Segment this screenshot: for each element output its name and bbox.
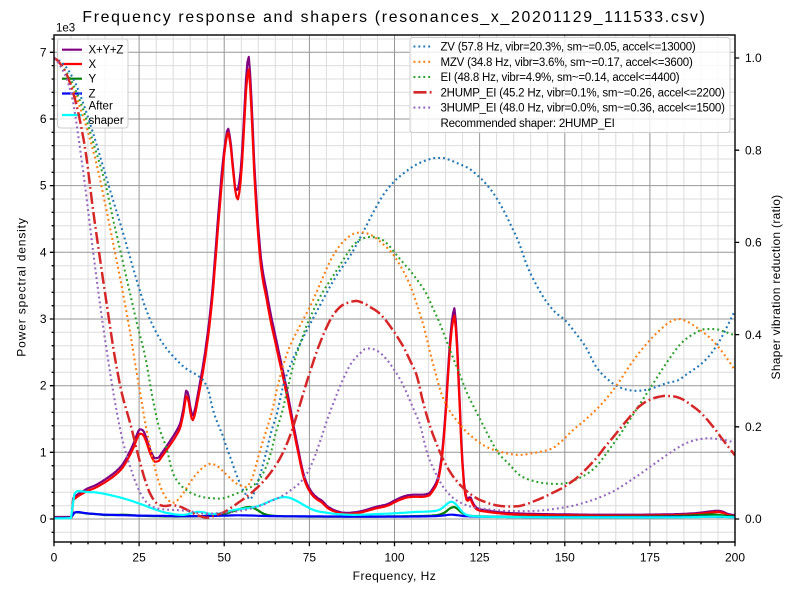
svg-text:200: 200 [725,551,745,565]
svg-text:0: 0 [51,551,58,565]
svg-text:Shaper vibration reduction (ra: Shaper vibration reduction (ratio) [769,195,783,380]
svg-text:3HUMP_EI (48.0 Hz, vibr=0.0%,: 3HUMP_EI (48.0 Hz, vibr=0.0%, sm~=0.36, … [441,103,726,115]
svg-text:75: 75 [303,551,317,565]
svg-text:50: 50 [218,551,232,565]
svg-text:0.8: 0.8 [745,143,762,157]
svg-text:shaper: shaper [89,115,124,127]
svg-text:1: 1 [40,445,47,459]
svg-text:7: 7 [40,45,47,59]
svg-text:25: 25 [132,551,146,565]
svg-text:5: 5 [40,179,47,193]
svg-text:Frequency, Hz: Frequency, Hz [353,569,437,583]
svg-text:3: 3 [40,312,47,326]
svg-text:0.0: 0.0 [745,512,762,526]
svg-text:2HUMP_EI (45.2 Hz, vibr=0.1%,: 2HUMP_EI (45.2 Hz, vibr=0.1%, sm~=0.26, … [441,87,726,99]
svg-text:6: 6 [40,112,47,126]
svg-text:X: X [89,59,97,71]
svg-text:Power spectral density: Power spectral density [15,217,29,356]
svg-text:125: 125 [470,551,490,565]
svg-text:After: After [89,101,113,113]
svg-text:0: 0 [40,512,47,526]
svg-text:4: 4 [40,245,47,259]
svg-text:Z: Z [89,89,96,101]
svg-text:ZV (57.8 Hz, vibr=20.3%, sm~=0: ZV (57.8 Hz, vibr=20.3%, sm~=0.05, accel… [441,42,696,54]
svg-text:X+Y+Z: X+Y+Z [89,45,124,57]
svg-text:2: 2 [40,379,47,393]
svg-text:150: 150 [555,551,575,565]
svg-text:1.0: 1.0 [745,51,762,65]
svg-text:0.4: 0.4 [745,328,762,342]
svg-text:100: 100 [384,551,404,565]
svg-text:EI (48.8 Hz, vibr=4.9%, sm~=0.: EI (48.8 Hz, vibr=4.9%, sm~=0.14, accel<… [441,72,680,84]
svg-text:175: 175 [640,551,660,565]
svg-text:Y: Y [89,74,97,86]
svg-text:0.2: 0.2 [745,420,762,434]
svg-text:Recommended shaper: 2HUMP_EI: Recommended shaper: 2HUMP_EI [441,118,615,130]
svg-text:Frequency response and shapers: Frequency response and shapers (resonanc… [82,9,706,26]
svg-text:1e3: 1e3 [56,23,75,35]
svg-text:0.6: 0.6 [745,236,762,250]
svg-text:MZV (34.8 Hz, vibr=3.6%, sm~=0: MZV (34.8 Hz, vibr=3.6%, sm~=0.17, accel… [441,57,693,69]
